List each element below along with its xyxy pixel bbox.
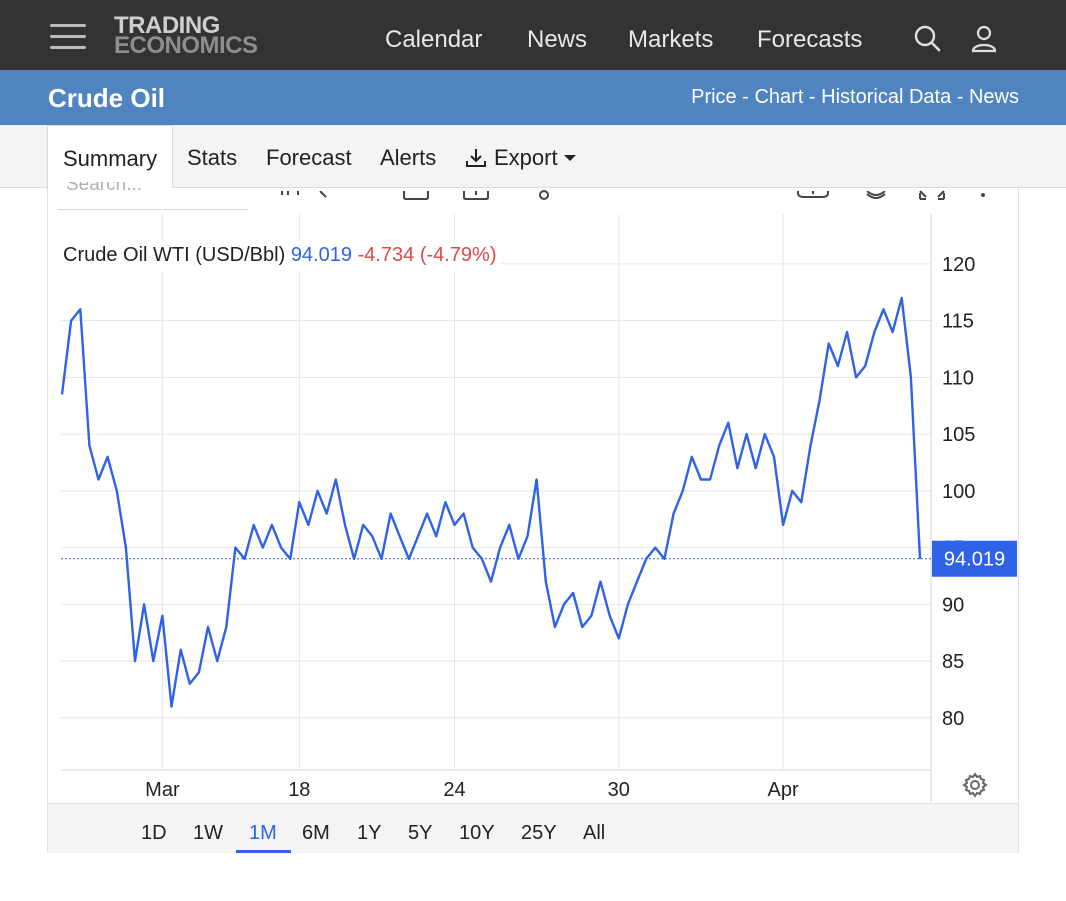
title-bar: Crude Oil Price - Chart - Historical Dat…: [0, 70, 1066, 125]
link-price[interactable]: Price: [691, 86, 737, 108]
tab-strip: Summary Stats Forecast Alerts Export: [0, 125, 1066, 189]
period-1d[interactable]: 1D: [141, 822, 167, 844]
period-1w[interactable]: 1W: [193, 822, 223, 844]
search-icon[interactable]: [912, 24, 942, 54]
tab-export[interactable]: Export: [464, 145, 577, 171]
menu-icon[interactable]: [50, 24, 86, 50]
tab-stats[interactable]: Stats: [187, 145, 238, 170]
legend-name: Crude Oil WTI (USD/Bbl): [63, 244, 286, 266]
more-options-icon[interactable]: [978, 188, 988, 204]
draw-tool-icon[interactable]: [532, 188, 556, 204]
nav-news[interactable]: News: [527, 26, 588, 53]
link-chart[interactable]: Chart: [754, 86, 804, 108]
period-10y[interactable]: 10Y: [459, 822, 495, 844]
page-title: Crude Oil: [48, 83, 166, 113]
chart-settings-icon[interactable]: [962, 772, 988, 798]
period-6m[interactable]: 6M: [302, 822, 330, 844]
period-25y[interactable]: 25Y: [521, 822, 557, 844]
link-historical-data[interactable]: Historical Data: [821, 86, 952, 108]
period-5y[interactable]: 5Y: [408, 822, 433, 844]
chart-legend: Crude Oil WTI (USD/Bbl) 94.019 -4.734 (-…: [60, 241, 500, 271]
user-icon[interactable]: [969, 24, 999, 54]
chevron-down-icon: [563, 155, 576, 161]
search-input[interactable]: Search...: [58, 182, 248, 210]
nav-calendar[interactable]: Calendar: [385, 26, 483, 53]
period-all[interactable]: All: [583, 822, 606, 844]
compare-icon[interactable]: [402, 188, 430, 204]
database-icon[interactable]: [864, 188, 888, 204]
nav-forecasts[interactable]: Forecasts: [757, 26, 863, 53]
top-navigation-bar: TRADING ECONOMICS Calendar News Markets …: [0, 0, 1066, 70]
period-active-indicator: [236, 850, 291, 853]
site-logo[interactable]: TRADING ECONOMICS: [114, 12, 258, 59]
export-label: Export: [494, 145, 558, 170]
camera-icon[interactable]: [796, 188, 830, 204]
tab-alerts[interactable]: Alerts: [380, 145, 437, 170]
search-placeholder: Search...: [66, 182, 143, 195]
legend-change: -4.734 (-4.79%): [357, 244, 497, 266]
nav-markets[interactable]: Markets: [628, 26, 714, 53]
logo-line-1: TRADING: [114, 12, 220, 39]
link-separator: -: [736, 86, 755, 108]
period-selector: 1D 1W 1M 6M 1Y 5Y 10Y 25Y All: [48, 803, 1018, 853]
tab-forecast[interactable]: Forecast: [266, 145, 352, 170]
link-news[interactable]: News: [968, 86, 1019, 108]
period-1m[interactable]: 1M: [249, 822, 277, 844]
chart-card: Search...: [47, 182, 1019, 853]
link-separator: -: [951, 86, 969, 108]
fullscreen-icon[interactable]: [918, 188, 946, 204]
add-indicator-icon[interactable]: [462, 188, 490, 204]
tab-summary[interactable]: Summary: [47, 125, 174, 189]
link-separator: -: [803, 86, 822, 108]
chart-type-icon[interactable]: [278, 188, 358, 204]
legend-price: 94.019: [290, 244, 352, 266]
download-icon: [466, 149, 486, 167]
period-1y[interactable]: 1Y: [357, 822, 382, 844]
logo-line-2: ECONOMICS: [114, 32, 258, 59]
section-links: Price - Chart - Historical Data - News: [691, 86, 1019, 109]
